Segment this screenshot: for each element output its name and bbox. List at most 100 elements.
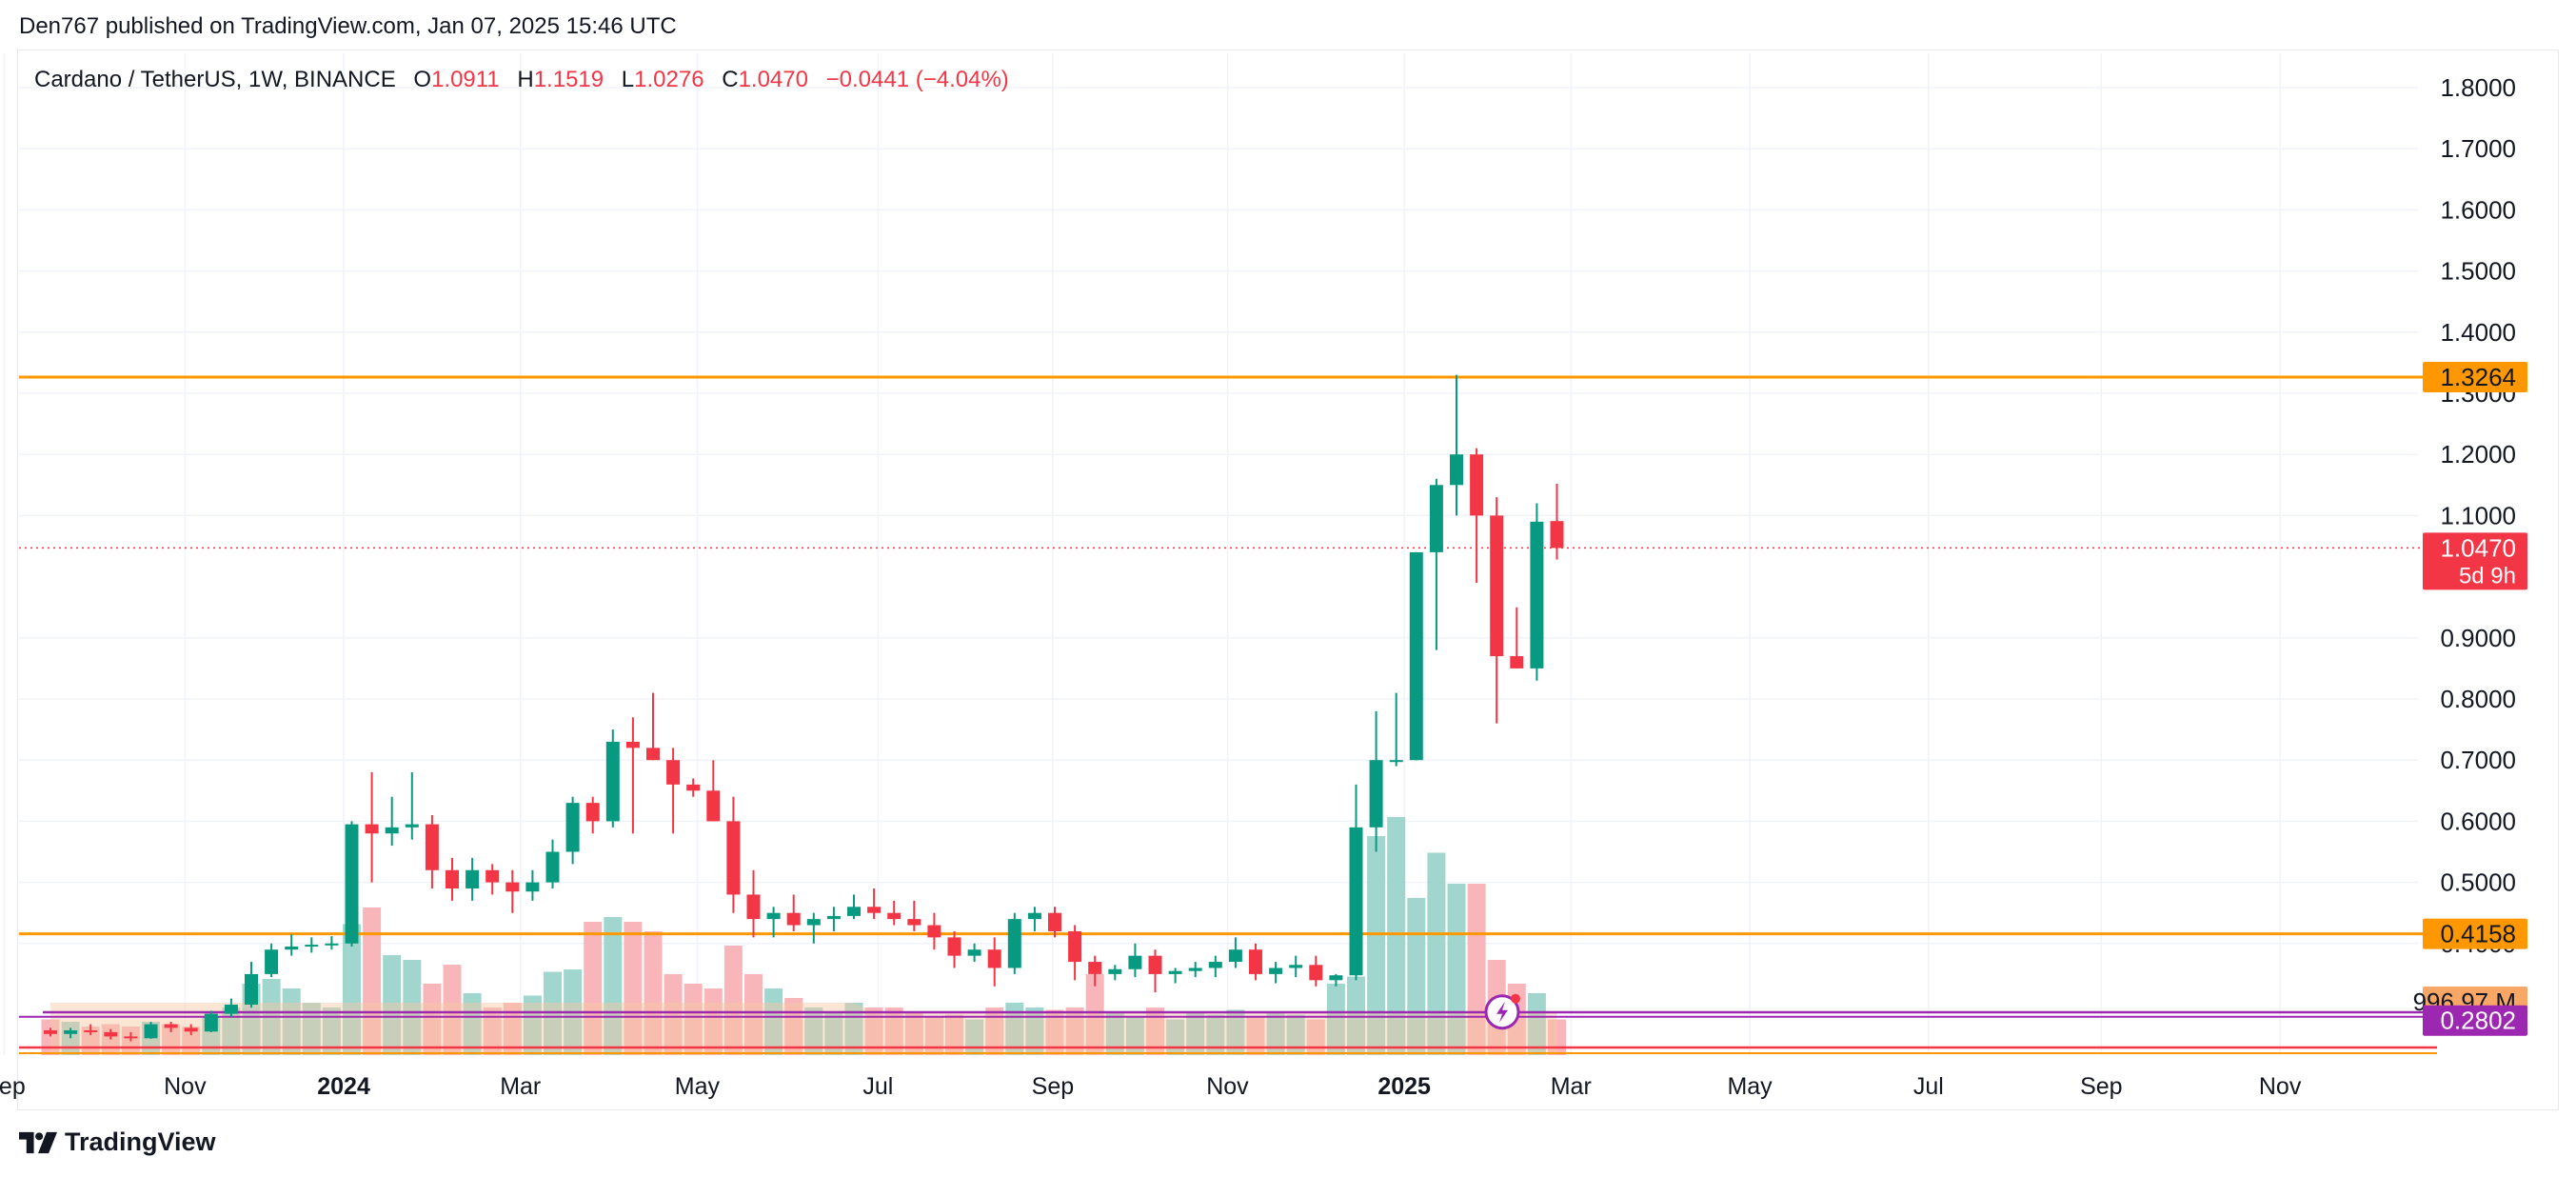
volume-bar bbox=[884, 1007, 903, 1055]
time-axis: Sep Nov 2024 Mar May Jul Sep Nov 2025 Mar May Jul Se… bbox=[0, 1073, 2302, 1100]
volume-bar bbox=[624, 922, 643, 1055]
flash-bolt bbox=[1496, 1001, 1508, 1023]
volume-bar bbox=[1326, 984, 1345, 1055]
volume-bar bbox=[322, 1007, 341, 1055]
price-axis-tick-label: 1.4000 bbox=[2440, 318, 2516, 347]
volume-bar bbox=[804, 1007, 823, 1055]
volume-bar bbox=[1286, 1014, 1305, 1055]
volume-bar bbox=[1025, 1007, 1044, 1055]
chart-frame bbox=[17, 50, 2559, 1110]
candle-up bbox=[1409, 551, 1423, 761]
volume-bar bbox=[1367, 836, 1386, 1055]
symbol-title[interactable]: Cardano / TetherUS, 1W, BINANCE bbox=[34, 67, 396, 92]
volume-bar bbox=[924, 1017, 943, 1055]
candle-up bbox=[245, 973, 258, 1005]
candle-up bbox=[1188, 968, 1202, 971]
level-price-badge: 0.4158 bbox=[2423, 918, 2527, 949]
close-label: C bbox=[722, 67, 739, 92]
candle-up bbox=[1108, 968, 1122, 974]
price-axis-tick-label: 1.1000 bbox=[2440, 501, 2516, 529]
candle-down bbox=[1490, 515, 1504, 657]
candle-down bbox=[625, 741, 640, 748]
tradingview-brand[interactable]: TradingView bbox=[19, 1127, 216, 1157]
candle-up bbox=[1450, 454, 1463, 486]
indicator-flash-icon[interactable] bbox=[1484, 993, 1520, 1030]
candle-down bbox=[666, 760, 681, 785]
candle-down bbox=[1048, 912, 1061, 931]
time-axis-tick-label: Sep bbox=[2080, 1073, 2122, 1100]
volume-bar bbox=[1266, 1012, 1285, 1055]
candle-down bbox=[987, 949, 1001, 968]
candle-up bbox=[1007, 919, 1021, 968]
volume-bar bbox=[1125, 1017, 1144, 1055]
volume-bar bbox=[824, 1012, 843, 1055]
volume-bar bbox=[1387, 817, 1406, 1055]
volume-bar bbox=[403, 960, 422, 1055]
candle-up bbox=[766, 912, 781, 920]
candle-down bbox=[1510, 656, 1524, 668]
candle-down bbox=[1088, 962, 1102, 974]
candle-down bbox=[786, 912, 801, 926]
candle-down bbox=[907, 919, 921, 926]
candle-down bbox=[927, 925, 941, 938]
candle-up bbox=[385, 827, 399, 834]
candle-down bbox=[485, 869, 500, 883]
level-price-badge-label: 0.4158 bbox=[2440, 920, 2516, 948]
candle-up bbox=[525, 882, 540, 892]
candle-up bbox=[265, 949, 279, 974]
candle-down bbox=[646, 748, 660, 761]
volume-bar bbox=[703, 988, 723, 1055]
volume-bar bbox=[222, 1007, 241, 1055]
candle-down bbox=[84, 1029, 98, 1032]
volume-bar bbox=[463, 993, 482, 1055]
candle-down bbox=[44, 1029, 57, 1034]
candle-up bbox=[285, 947, 299, 950]
candle-down bbox=[887, 912, 902, 920]
candle-up bbox=[405, 824, 419, 828]
price-axis-tick-label: 1.6000 bbox=[2440, 195, 2516, 224]
price-axis-tick-label: 0.7000 bbox=[2440, 746, 2516, 774]
indicator-badge-label: 0.2802 bbox=[2440, 1007, 2516, 1035]
publisher-info: Den767 published on TradingView.com, Jan… bbox=[19, 13, 677, 39]
volume-bar bbox=[363, 908, 382, 1055]
candle-up bbox=[1027, 912, 1041, 920]
flash-notification-dot bbox=[1511, 993, 1520, 1004]
close-value: 1.0470 bbox=[738, 67, 808, 92]
low-value: 1.0276 bbox=[634, 67, 704, 92]
volume-bar bbox=[1065, 1007, 1084, 1055]
candle-up bbox=[806, 919, 821, 926]
volume-bar bbox=[604, 917, 623, 1055]
candle-up bbox=[1530, 521, 1544, 668]
price-axis-tick-label: 1.5000 bbox=[2440, 257, 2516, 286]
volume-bar bbox=[1306, 1019, 1325, 1055]
indicator-badge-bg bbox=[2423, 1005, 2527, 1036]
volume-bar bbox=[282, 988, 301, 1055]
candle-up bbox=[826, 915, 841, 920]
price-axis-tick-label: 0.8000 bbox=[2440, 685, 2516, 713]
candle-up bbox=[1389, 760, 1403, 763]
candle-up bbox=[1329, 975, 1343, 981]
indicator-badge: 0.2802 bbox=[2423, 1005, 2527, 1036]
time-axis-tick-label: Sep bbox=[0, 1073, 26, 1100]
candle-down bbox=[1068, 930, 1082, 963]
candle-up bbox=[1228, 949, 1242, 963]
volume-bar bbox=[684, 984, 703, 1055]
volume-bar bbox=[1527, 993, 1546, 1055]
candle-up bbox=[1369, 760, 1383, 828]
candle-down bbox=[124, 1036, 138, 1039]
candle-down bbox=[184, 1027, 198, 1032]
volume-bar bbox=[1226, 1009, 1245, 1055]
candle-down bbox=[726, 821, 741, 895]
volume-bar bbox=[744, 974, 763, 1055]
volume-bar bbox=[343, 924, 361, 1055]
volume-bar bbox=[723, 946, 743, 1055]
time-axis-tick-label: 2025 bbox=[1377, 1073, 1431, 1100]
high-label: H bbox=[517, 67, 534, 92]
candle-up bbox=[466, 869, 480, 889]
volume-bar bbox=[584, 922, 603, 1055]
candle-down bbox=[104, 1031, 118, 1037]
candle-up bbox=[1429, 485, 1443, 552]
candle-up bbox=[545, 851, 560, 883]
